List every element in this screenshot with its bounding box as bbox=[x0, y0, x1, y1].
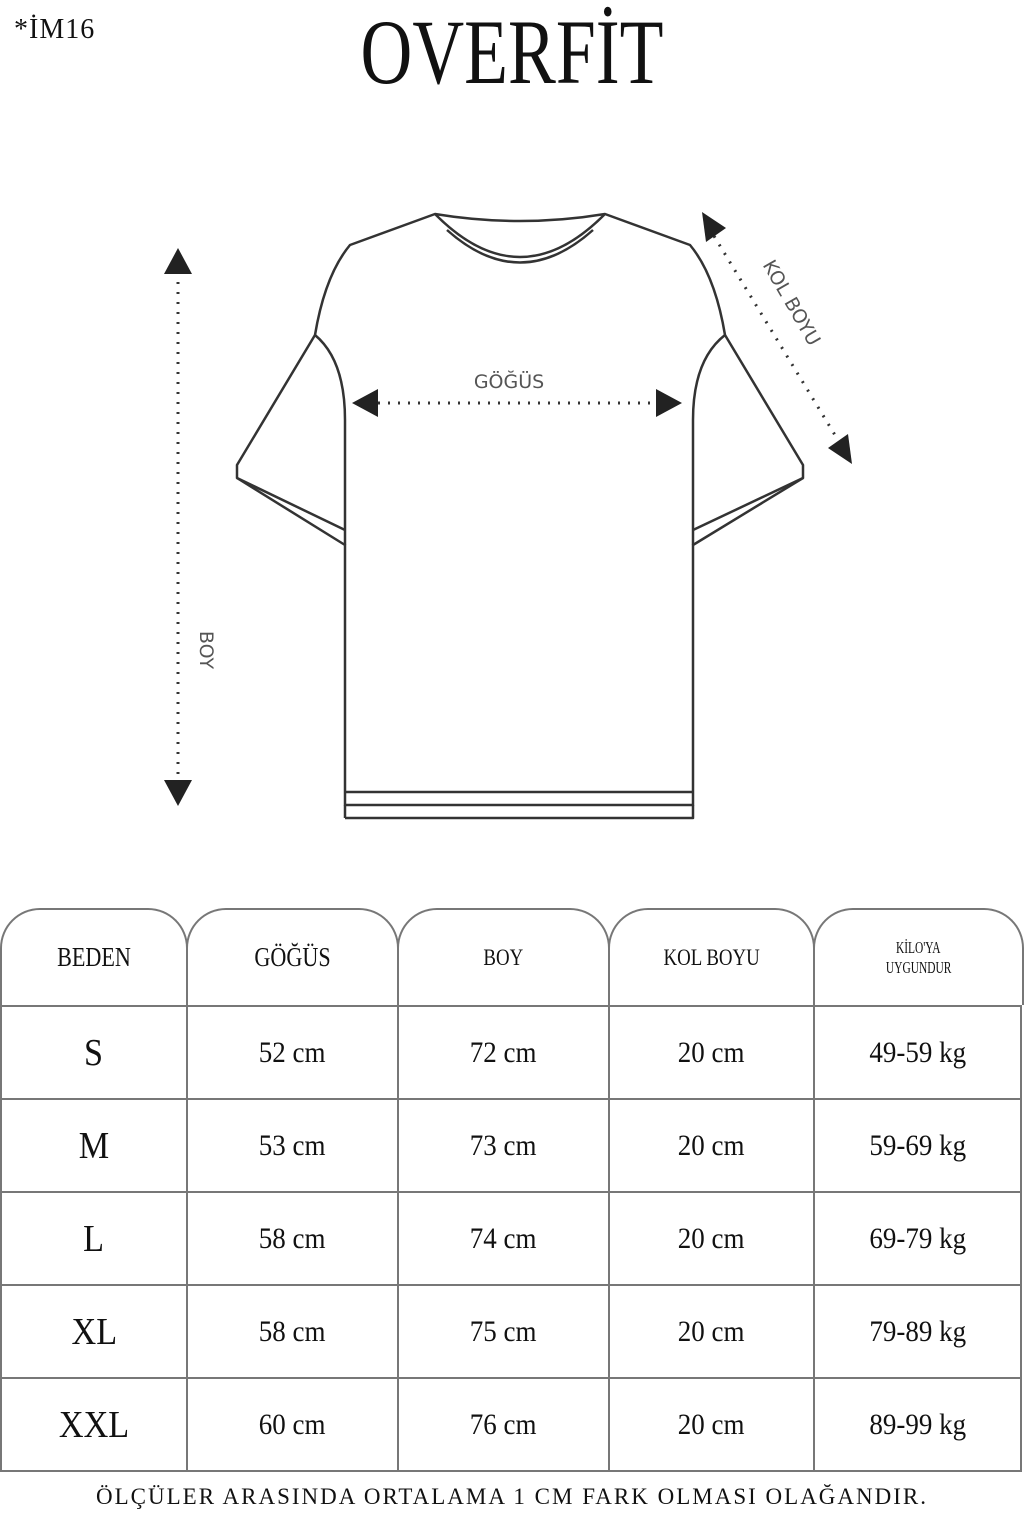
cell-value: 75 cm bbox=[470, 1314, 537, 1348]
cell-value: 58 cm bbox=[259, 1314, 326, 1348]
page-title: OVERFİT bbox=[360, 1, 664, 103]
table-cell: 74 cm bbox=[399, 1193, 610, 1284]
table-cell: 76 cm bbox=[399, 1379, 610, 1470]
header-boy: BOY bbox=[397, 908, 610, 1005]
table-row: L 58 cm 74 cm 20 cm 69-79 kg bbox=[0, 1193, 1022, 1286]
product-code: *İM16 bbox=[14, 14, 96, 45]
table-row: M 53 cm 73 cm 20 cm 59-69 kg bbox=[0, 1100, 1022, 1193]
table-cell: 53 cm bbox=[188, 1100, 399, 1191]
cell-value: 49-59 kg bbox=[869, 1035, 966, 1069]
cell-value: S bbox=[84, 1031, 104, 1074]
table-cell: M bbox=[0, 1100, 188, 1191]
table-cell: 75 cm bbox=[399, 1286, 610, 1377]
table-cell: 20 cm bbox=[610, 1007, 815, 1098]
cell-value: 89-99 kg bbox=[869, 1407, 966, 1441]
cell-value: 74 cm bbox=[470, 1221, 537, 1255]
header-gogus: GÖĞÜS bbox=[186, 908, 399, 1005]
arrow-down-icon bbox=[164, 780, 192, 806]
header-kilo: KİLO'YA UYGUNDUR bbox=[813, 908, 1024, 1005]
cell-value: 52 cm bbox=[259, 1035, 326, 1069]
table-cell: 20 cm bbox=[610, 1100, 815, 1191]
header-kol-boyu: KOL BOYU bbox=[608, 908, 815, 1005]
cell-value: 20 cm bbox=[678, 1128, 745, 1162]
cell-value: 20 cm bbox=[678, 1407, 745, 1441]
cell-value: 73 cm bbox=[470, 1128, 537, 1162]
table-row: S 52 cm 72 cm 20 cm 49-59 kg bbox=[0, 1007, 1022, 1100]
arrow-up-left-icon bbox=[702, 212, 726, 242]
size-table-body: S 52 cm 72 cm 20 cm 49-59 kg M 53 cm 73 cm 20 cm… bbox=[0, 1005, 1022, 1472]
table-cell: XL bbox=[0, 1286, 188, 1377]
table-cell: 60 cm bbox=[188, 1379, 399, 1470]
table-cell: 58 cm bbox=[188, 1286, 399, 1377]
cell-value: XXL bbox=[58, 1403, 130, 1446]
length-label: BOY bbox=[195, 631, 217, 670]
cell-value: L bbox=[83, 1217, 105, 1260]
table-cell: 58 cm bbox=[188, 1193, 399, 1284]
cell-value: 59-69 kg bbox=[869, 1128, 966, 1162]
cell-value: 53 cm bbox=[259, 1128, 326, 1162]
table-cell: XXL bbox=[0, 1379, 188, 1470]
table-cell: 20 cm bbox=[610, 1379, 815, 1470]
cell-value: 76 cm bbox=[470, 1407, 537, 1441]
cell-value: 20 cm bbox=[678, 1221, 745, 1255]
tshirt-outline bbox=[235, 212, 805, 807]
table-cell: 20 cm bbox=[610, 1193, 815, 1284]
sleeve-label: KOL BOYU bbox=[758, 256, 825, 349]
cell-value: 79-89 kg bbox=[869, 1314, 966, 1348]
cell-value: 60 cm bbox=[259, 1407, 326, 1441]
cell-value: 72 cm bbox=[470, 1035, 537, 1069]
arrow-left-icon bbox=[352, 389, 378, 417]
tshirt-diagram: GÖĞÜS BOY KOL BOYU bbox=[164, 212, 852, 820]
arrow-right-icon bbox=[656, 389, 682, 417]
table-cell: L bbox=[0, 1193, 188, 1284]
cell-value: 20 cm bbox=[678, 1314, 745, 1348]
table-cell: 89-99 kg bbox=[815, 1379, 1022, 1470]
cell-value: 69-79 kg bbox=[869, 1221, 966, 1255]
table-cell: 79-89 kg bbox=[815, 1286, 1022, 1377]
table-row: XL 58 cm 75 cm 20 cm 79-89 kg bbox=[0, 1286, 1022, 1379]
table-cell: 69-79 kg bbox=[815, 1193, 1022, 1284]
header-beden: BEDEN bbox=[0, 908, 188, 1005]
table-cell: 73 cm bbox=[399, 1100, 610, 1191]
cell-value: 58 cm bbox=[259, 1221, 326, 1255]
table-cell: S bbox=[0, 1007, 188, 1098]
table-cell: 59-69 kg bbox=[815, 1100, 1022, 1191]
table-cell: 20 cm bbox=[610, 1286, 815, 1377]
arrow-down-right-icon bbox=[828, 434, 852, 464]
table-cell: 52 cm bbox=[188, 1007, 399, 1098]
arrow-up-icon bbox=[164, 248, 192, 274]
cell-value: M bbox=[78, 1124, 110, 1167]
cell-value: XL bbox=[71, 1310, 117, 1353]
chest-label: GÖĞÜS bbox=[474, 369, 544, 393]
footer-note: ÖLÇÜLER ARASINDA ORTALAMA 1 CM FARK OLMA… bbox=[95, 1484, 928, 1509]
size-table: BEDEN GÖĞÜS BOY KOL BOYU KİLO'YA UYGUNDUR… bbox=[0, 908, 1024, 1472]
table-row: XXL 60 cm 76 cm 20 cm 89-99 kg bbox=[0, 1379, 1022, 1472]
cell-value: 20 cm bbox=[678, 1035, 745, 1069]
table-cell: 49-59 kg bbox=[815, 1007, 1022, 1098]
table-cell: 72 cm bbox=[399, 1007, 610, 1098]
